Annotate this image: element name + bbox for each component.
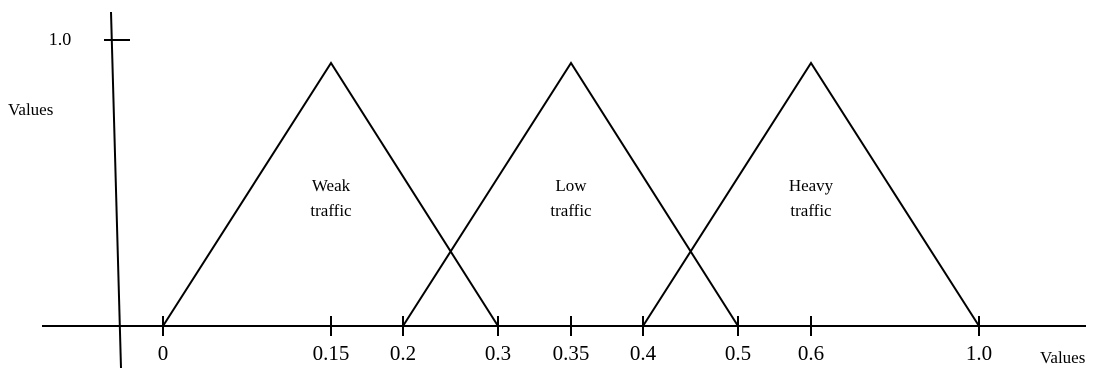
series-label-2-1: traffic [790,201,832,220]
x-tick-label-7: 0.6 [798,341,824,365]
x-tick-label-0: 0 [158,341,169,365]
x-tick-label-5: 0.4 [630,341,657,365]
y-axis-label: Values [8,100,53,119]
x-tick-label-6: 0.5 [725,341,751,365]
x-tick-label-1: 0.15 [313,341,350,365]
x-ticks: 0 0.15 0.2 0.3 0.35 0.4 0.5 0.6 1.0 [158,316,992,365]
series-label-1-1: traffic [550,201,592,220]
series-label-2-0: Heavy [789,176,834,195]
membership-triangle-2 [642,61,980,327]
x-axis-label: Values [1040,348,1085,367]
set-labels: Weak traffic Low traffic Heavy traffic [310,176,833,220]
membership-triangle-1 [402,61,739,327]
x-tick-label-4: 0.35 [553,341,590,365]
x-tick-label-8: 1.0 [966,341,992,365]
x-tick-label-3: 0.3 [485,341,511,365]
series-label-1-0: Low [555,176,587,195]
series-label-0-1: traffic [310,201,352,220]
series-label-0-0: Weak [312,176,351,195]
membership-triangle-0 [162,61,499,327]
y-axis [110,11,122,369]
x-tick-label-2: 0.2 [390,341,416,365]
y-tick-label: 1.0 [49,29,72,49]
membership-functions [162,61,980,327]
